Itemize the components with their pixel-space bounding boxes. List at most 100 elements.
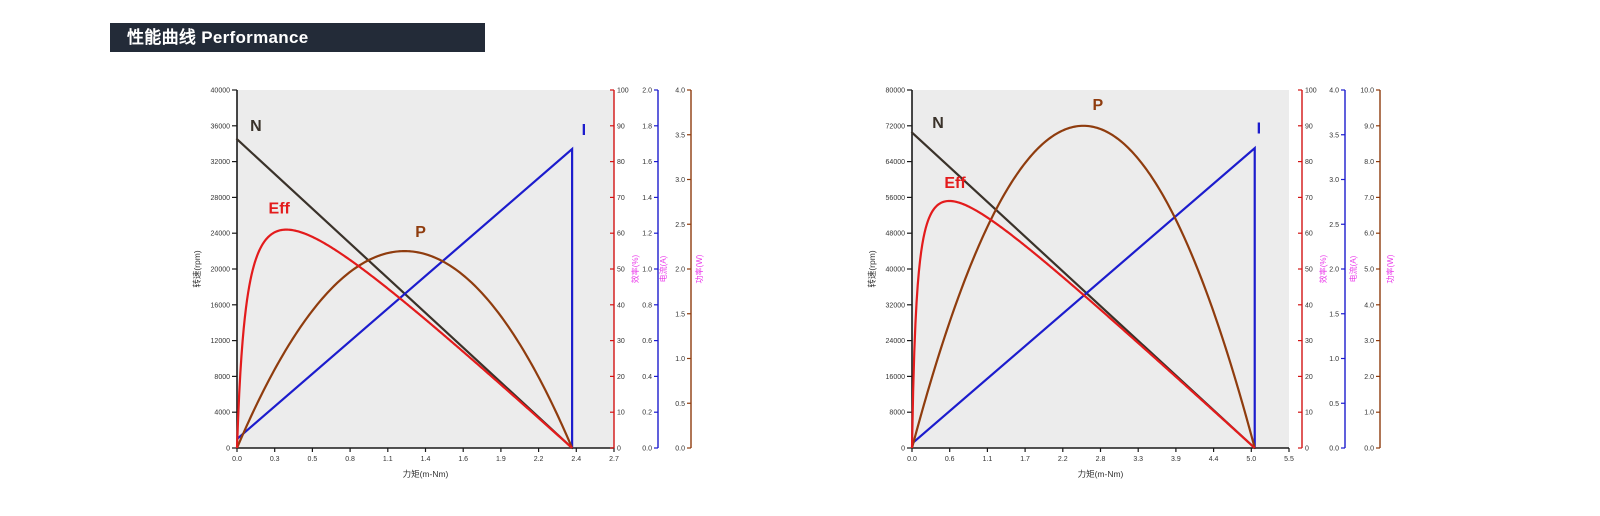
tick-label: 5.0 <box>1246 456 1256 463</box>
tick-label: 50 <box>617 267 625 274</box>
tick-label: 0.0 <box>1364 446 1374 453</box>
power-curve <box>235 249 574 449</box>
tick-label: 16000 <box>211 302 231 309</box>
tick-label: 1.6 <box>642 159 652 166</box>
plot-area <box>237 90 614 448</box>
tick-label: 20000 <box>211 267 231 274</box>
tick-label: 48000 <box>886 231 906 238</box>
tick-label: 1.0 <box>642 267 652 274</box>
tick-label: 72000 <box>886 123 906 130</box>
tick-label: 2.0 <box>642 88 652 95</box>
tick-label: 0.0 <box>232 456 242 463</box>
tick-label: 70 <box>617 195 625 202</box>
tick-label: 50 <box>1305 267 1313 274</box>
tick-label: 7.0 <box>1364 195 1374 202</box>
x-axis-title: 力矩(m-Nm) <box>403 469 449 479</box>
tick-label: 30 <box>617 338 625 345</box>
tick-label: 2.2 <box>1058 456 1068 463</box>
tick-label: 80 <box>617 159 625 166</box>
curve-label-Eff: Eff <box>944 175 966 192</box>
tick-label: 1.9 <box>496 456 506 463</box>
curve-label-I: I <box>1257 120 1261 137</box>
tick-label: 3.0 <box>675 177 685 184</box>
tick-label: 6.0 <box>1364 231 1374 238</box>
current-axis-title: 电流(A) <box>658 255 668 282</box>
tick-label: 20 <box>1305 374 1313 381</box>
tick-label: 4.0 <box>1364 302 1374 309</box>
tick-label: 60 <box>1305 231 1313 238</box>
tick-label: 16000 <box>886 374 906 381</box>
tick-label: 10 <box>1305 410 1313 417</box>
tick-label: 1.5 <box>1329 311 1339 318</box>
tick-label: 2.0 <box>675 267 685 274</box>
tick-label: 0.6 <box>945 456 955 463</box>
performance-chart-left: 0 4000 8000 12000 16000 20000 24000 28000 32000 3… <box>187 82 732 489</box>
current-axis-title: 电流(A) <box>1348 255 1358 282</box>
curve-label-P: P <box>1093 97 1104 114</box>
tick-label: 0.6 <box>642 338 652 345</box>
tick-label: 36000 <box>211 123 231 130</box>
curve-label-N: N <box>250 118 262 135</box>
tick-label: 1.1 <box>983 456 993 463</box>
tick-label: 0.5 <box>1329 401 1339 408</box>
tick-label: 0.0 <box>907 456 917 463</box>
section-title-bar: 性能曲线 Performance <box>110 23 485 52</box>
tick-label: 0.5 <box>308 456 318 463</box>
tick-label: 32000 <box>211 159 231 166</box>
tick-label: 0 <box>1305 446 1309 453</box>
curve-label-N: N <box>932 115 944 132</box>
performance-curve-svg: 0 8000 16000 24000 32000 40000 48000 56000 64000… <box>867 88 1395 480</box>
tick-label: 2.0 <box>1329 267 1339 274</box>
tick-label: 1.0 <box>675 356 685 363</box>
tick-label: 4.0 <box>1329 88 1339 95</box>
tick-label: 24000 <box>886 338 906 345</box>
tick-label: 100 <box>617 88 629 95</box>
efficiency-curve <box>235 228 573 449</box>
tick-label: 20 <box>617 374 625 381</box>
section-title: 性能曲线 Performance <box>127 28 309 47</box>
tick-label: 5.5 <box>1284 456 1294 463</box>
tick-label: 1.2 <box>642 231 652 238</box>
tick-label: 0.0 <box>1329 446 1339 453</box>
curve-label-I: I <box>582 122 586 139</box>
tick-label: 2.8 <box>1096 456 1106 463</box>
efficiency-axis-title: 效率(%) <box>1318 254 1328 283</box>
performance-curve-svg: 0 4000 8000 12000 16000 20000 24000 28000 32000 3… <box>192 88 704 480</box>
tick-label: 8.0 <box>1364 159 1374 166</box>
tick-label: 0.8 <box>345 456 355 463</box>
tick-label: 0.3 <box>270 456 280 463</box>
current-curve <box>236 146 574 448</box>
tick-label: 80 <box>1305 159 1313 166</box>
tick-label: 90 <box>617 123 625 130</box>
tick-label: 56000 <box>886 195 906 202</box>
tick-label: 24000 <box>211 231 231 238</box>
power-curve <box>910 124 1256 449</box>
tick-label: 90 <box>1305 123 1313 130</box>
tick-label: 60 <box>617 231 625 238</box>
tick-label: 32000 <box>886 302 906 309</box>
power-axis-title: 功率(W) <box>1385 254 1395 283</box>
tick-label: 1.5 <box>675 311 685 318</box>
efficiency-curve <box>910 199 1256 449</box>
tick-label: 0 <box>901 446 905 453</box>
tick-label: 12000 <box>211 338 231 345</box>
tick-label: 2.5 <box>675 222 685 229</box>
tick-label: 0 <box>617 446 621 453</box>
tick-label: 40 <box>617 302 625 309</box>
tick-label: 1.8 <box>642 123 652 130</box>
tick-label: 9.0 <box>1364 123 1374 130</box>
tick-label: 1.1 <box>383 456 393 463</box>
tick-label: 2.4 <box>571 456 581 463</box>
tick-label: 0.4 <box>642 374 652 381</box>
tick-label: 40 <box>1305 302 1313 309</box>
power-axis-title: 功率(W) <box>694 254 704 283</box>
tick-label: 2.2 <box>534 456 544 463</box>
tick-label: 4.0 <box>675 88 685 95</box>
tick-label: 8000 <box>214 374 230 381</box>
tick-label: 10 <box>617 410 625 417</box>
tick-label: 0.2 <box>642 410 652 417</box>
tick-label: 1.6 <box>458 456 468 463</box>
tick-label: 64000 <box>886 159 906 166</box>
tick-label: 1.7 <box>1020 456 1030 463</box>
